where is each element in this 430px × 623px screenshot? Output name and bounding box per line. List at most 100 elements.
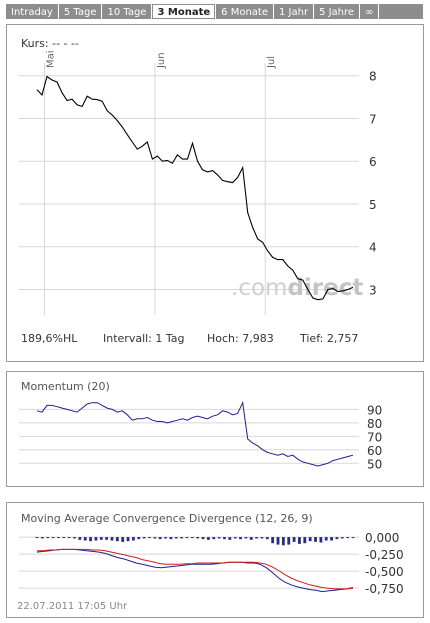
macd-histogram-bar (340, 537, 344, 539)
tab-6[interactable]: 5 Jahre (314, 4, 360, 19)
momentum-title: Momentum (20) (21, 380, 110, 393)
macd-ytick-label: -0,250 (365, 548, 404, 562)
month-label: Jul (266, 56, 277, 69)
macd-panel: Moving Average Convergence Divergence (1… (6, 502, 424, 618)
macd-histogram-bar (35, 537, 39, 539)
tab-3[interactable]: 3 Monate (152, 4, 216, 19)
macd-histogram-bar (40, 537, 44, 539)
macd-chart: 0,000 -0,250 -0,500 -0,750 (19, 531, 404, 596)
tab-5[interactable]: 1 Jahr (273, 4, 314, 19)
macd-title: Moving Average Convergence Divergence (1… (21, 512, 313, 525)
macd-histogram-bar (223, 537, 226, 540)
price-chart: 8 7 6 5 4 3 Mai Jun Jul .comdirect (19, 50, 377, 315)
macd-histogram-bar (121, 537, 125, 542)
macd-histogram-bar (78, 537, 82, 540)
macd-histogram-bar (324, 537, 328, 541)
macd-histogram-bar (185, 537, 189, 539)
macd-histogram-bar (126, 537, 130, 542)
signal-line (37, 548, 354, 590)
macd-histogram-bar (83, 537, 87, 541)
tab-2[interactable]: 10 Tage (102, 4, 152, 19)
macd-histogram-bar (319, 537, 323, 543)
macd-histogram-bar (62, 537, 66, 539)
macd-histogram-bar (148, 537, 151, 539)
month-label: Jun (156, 52, 167, 69)
tief-value: Tief: 2,757 (300, 332, 359, 345)
macd-histogram-bar (292, 537, 296, 542)
tab-1[interactable]: 5 Tage (58, 4, 102, 19)
macd-histogram-bar (260, 537, 264, 539)
hoch-value: Hoch: 7,983 (207, 332, 274, 345)
macd-histogram-bar (330, 537, 333, 541)
timestamp: 22.07.2011 17:05 Uhr (17, 601, 128, 612)
macd-histogram-bar (281, 537, 285, 546)
price-chart-panel: Kurs: -- - -- 8 7 6 5 4 3 Mai Jun Jul .comdirect … (6, 24, 424, 362)
macd-histogram-bar (228, 537, 232, 540)
tab-7[interactable]: ∞ (360, 4, 379, 19)
macd-histogram-bar (158, 537, 162, 540)
price-ytick-label: 5 (369, 198, 377, 212)
momentum-ytick-label: 70 (367, 430, 382, 444)
momentum-ytick-label: 50 (367, 457, 382, 471)
intervall-value: Intervall: 1 Tag (103, 332, 185, 345)
price-ytick-label: 7 (369, 112, 377, 126)
macd-histogram-bar (239, 537, 242, 540)
macd-histogram-bar (105, 537, 109, 540)
price-ytick-label: 8 (369, 70, 377, 84)
macd-histogram-bar (180, 537, 184, 539)
macd-histogram-bar (190, 537, 194, 539)
macd-histogram-bar (196, 537, 200, 539)
macd-histogram-bar (351, 537, 355, 539)
macd-histogram-bar (276, 537, 280, 545)
macd-histogram-bar (115, 537, 119, 542)
macd-ytick-label: 0,000 (365, 531, 399, 545)
tab-4[interactable]: 6 Monate (216, 4, 273, 19)
macd-histogram-bar (314, 537, 317, 542)
macd-histogram-bar (271, 537, 275, 544)
macd-line (36, 548, 354, 593)
macd-ytick-label: -0,750 (365, 582, 404, 596)
macd-histogram-bar (46, 537, 50, 539)
timeframe-tabs: Intraday 5 Tage 10 Tage 3 Monate 6 Monate 1 J… (6, 4, 424, 20)
macd-histogram-bar (57, 537, 60, 539)
momentum-ytick-label: 60 (367, 444, 382, 458)
tab-0[interactable]: Intraday (6, 4, 58, 19)
macd-histogram-bar (217, 537, 221, 539)
macd-histogram-bar (73, 537, 76, 539)
macd-histogram-bar (164, 537, 167, 539)
macd-histogram-bar (142, 537, 146, 539)
macd-histogram-bar (298, 537, 301, 544)
momentum-panel: Momentum (20) 90 80 70 60 50 (6, 371, 424, 487)
macd-histogram-bar (255, 537, 258, 539)
price-ytick-label: 6 (369, 155, 377, 169)
macd-histogram-bar (287, 537, 291, 545)
macd-histogram-bar (132, 537, 135, 541)
macd-histogram-bar (212, 537, 216, 540)
macd-histogram-bar (335, 537, 339, 540)
price-ytick-label: 4 (369, 241, 377, 255)
comdirect-watermark: .comdirect (231, 275, 363, 301)
macd-histogram-bar (94, 537, 98, 541)
macd-histogram-bar (99, 537, 103, 540)
macd-histogram-bar (174, 537, 178, 539)
macd-histogram-bar (201, 537, 205, 540)
macd-histogram-bar (89, 537, 92, 542)
macd-histogram-bar (265, 537, 269, 540)
macd-histogram-bar (346, 537, 350, 539)
month-label: Mai (46, 50, 57, 68)
macd-histogram-bar (244, 537, 248, 539)
momentum-ytick-label: 80 (367, 417, 382, 431)
macd-histogram-bar (308, 537, 312, 542)
price-ytick-label: 3 (369, 283, 377, 297)
macd-histogram-bar (137, 537, 141, 540)
tab-bar-filler (379, 4, 423, 19)
macd-histogram-bar (206, 537, 210, 540)
macd-histogram-bar (169, 537, 173, 540)
macd-histogram-bar (110, 537, 114, 541)
macd-histogram-bar (67, 537, 71, 539)
hl-value: 189,6%HL (21, 332, 78, 345)
kurs-label: Kurs: -- - -- (21, 37, 79, 50)
macd-histogram-bar (249, 537, 253, 540)
macd-histogram-bar (153, 537, 157, 539)
